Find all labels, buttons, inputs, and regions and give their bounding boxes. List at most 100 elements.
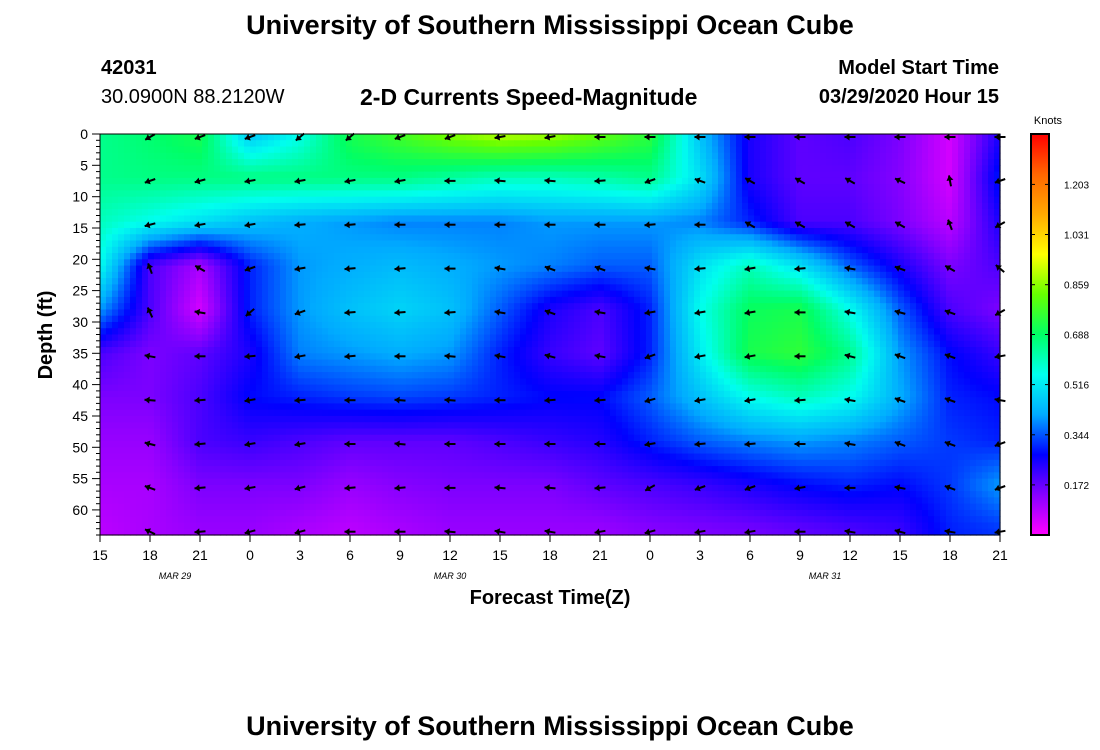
heatmap-cell bbox=[928, 177, 935, 185]
heatmap-cell bbox=[268, 146, 275, 154]
heatmap-cell bbox=[922, 321, 929, 329]
heatmap-cell bbox=[184, 278, 191, 285]
heatmap-cell bbox=[628, 209, 635, 217]
heatmap-cell bbox=[130, 152, 137, 160]
heatmap-cell bbox=[934, 290, 941, 298]
heatmap-cell bbox=[184, 290, 191, 298]
heatmap-cell bbox=[604, 202, 611, 210]
heatmap-cell bbox=[826, 271, 833, 279]
heatmap-cell bbox=[436, 184, 443, 191]
heatmap-cell bbox=[724, 196, 731, 204]
heatmap-cell bbox=[916, 259, 923, 267]
heatmap-cell bbox=[172, 202, 179, 210]
heatmap-cell bbox=[892, 240, 899, 248]
heatmap-cell bbox=[262, 215, 269, 223]
heatmap-cell bbox=[178, 190, 185, 198]
heatmap-cell bbox=[562, 271, 569, 279]
heatmap-cell bbox=[802, 140, 809, 148]
heatmap-cell bbox=[202, 196, 209, 204]
heatmap-cell bbox=[652, 202, 659, 210]
heatmap-cell bbox=[352, 278, 359, 285]
heatmap-cell bbox=[874, 184, 881, 191]
heatmap-cell bbox=[628, 334, 635, 342]
heatmap-cell bbox=[466, 152, 473, 160]
heatmap-cell bbox=[658, 234, 665, 242]
heatmap-cell bbox=[118, 171, 125, 179]
heatmap-cell bbox=[502, 165, 509, 173]
heatmap-cell bbox=[490, 321, 497, 329]
heatmap-cell bbox=[934, 259, 941, 267]
heatmap-cell bbox=[226, 221, 233, 229]
heatmap-cell bbox=[712, 265, 719, 273]
heatmap-cell bbox=[106, 209, 113, 217]
heatmap-cell bbox=[964, 202, 971, 210]
heatmap-cell bbox=[208, 202, 215, 210]
heatmap-cell bbox=[706, 309, 713, 317]
heatmap-cell bbox=[250, 146, 257, 154]
heatmap-cell bbox=[526, 271, 533, 279]
heatmap-cell bbox=[964, 290, 971, 298]
heatmap-cell bbox=[550, 321, 557, 329]
heatmap-cell bbox=[670, 259, 677, 267]
heatmap-cell bbox=[754, 328, 761, 336]
heatmap-cell bbox=[874, 240, 881, 248]
heatmap-cell bbox=[580, 328, 587, 336]
heatmap-cell bbox=[454, 315, 461, 323]
heatmap-cell bbox=[580, 315, 587, 323]
heatmap-cell bbox=[838, 240, 845, 248]
heatmap-cell bbox=[100, 271, 107, 279]
heatmap-cell bbox=[538, 209, 545, 217]
heatmap-cell bbox=[358, 234, 365, 242]
heatmap-cell bbox=[490, 196, 497, 204]
heatmap-cell bbox=[304, 234, 311, 242]
heatmap-cell bbox=[862, 253, 869, 260]
heatmap-cell bbox=[226, 227, 233, 235]
heatmap-cell bbox=[604, 334, 611, 342]
heatmap-cell bbox=[532, 215, 539, 223]
heatmap-cell bbox=[892, 265, 899, 273]
heatmap-cell bbox=[748, 334, 755, 342]
heatmap-cell bbox=[958, 234, 965, 242]
heatmap-cell bbox=[214, 284, 221, 292]
heatmap-cell bbox=[730, 234, 737, 242]
heatmap-cell bbox=[238, 240, 245, 248]
heatmap-cell bbox=[484, 271, 491, 279]
heatmap-cell bbox=[244, 140, 251, 148]
heatmap-cell bbox=[178, 146, 185, 154]
heatmap-cell bbox=[628, 296, 635, 304]
heatmap-cell bbox=[388, 240, 395, 248]
heatmap-cell bbox=[202, 202, 209, 210]
heatmap-cell bbox=[580, 159, 587, 166]
heatmap-cell bbox=[286, 246, 293, 254]
heatmap-cell bbox=[172, 146, 179, 154]
heatmap-cell bbox=[292, 184, 299, 191]
heatmap-cell bbox=[520, 196, 527, 204]
heatmap-cell bbox=[688, 215, 695, 223]
heatmap-cell bbox=[676, 328, 683, 336]
heatmap-cell bbox=[766, 309, 773, 317]
heatmap-cell bbox=[838, 159, 845, 166]
heatmap-cell bbox=[334, 271, 341, 279]
heatmap-cell bbox=[316, 290, 323, 298]
heatmap-cell bbox=[172, 215, 179, 223]
heatmap-cell bbox=[142, 253, 149, 260]
heatmap-cell bbox=[712, 303, 719, 311]
heatmap-cell bbox=[706, 246, 713, 254]
heatmap-cell bbox=[256, 221, 263, 229]
heatmap-cell bbox=[436, 290, 443, 298]
heatmap-cell bbox=[172, 315, 179, 323]
heatmap-cell bbox=[568, 140, 575, 148]
heatmap-cell bbox=[586, 328, 593, 336]
heatmap-cell bbox=[970, 140, 977, 148]
heatmap-cell bbox=[472, 165, 479, 173]
heatmap-cell bbox=[454, 234, 461, 242]
heatmap-cell bbox=[376, 265, 383, 273]
heatmap-cell bbox=[676, 259, 683, 267]
heatmap-cell bbox=[988, 284, 995, 292]
heatmap-cell bbox=[454, 321, 461, 329]
heatmap-cell bbox=[712, 271, 719, 279]
heatmap-cell bbox=[376, 296, 383, 304]
heatmap-cell bbox=[478, 196, 485, 204]
heatmap-cell bbox=[502, 321, 509, 329]
heatmap-cell bbox=[268, 309, 275, 317]
